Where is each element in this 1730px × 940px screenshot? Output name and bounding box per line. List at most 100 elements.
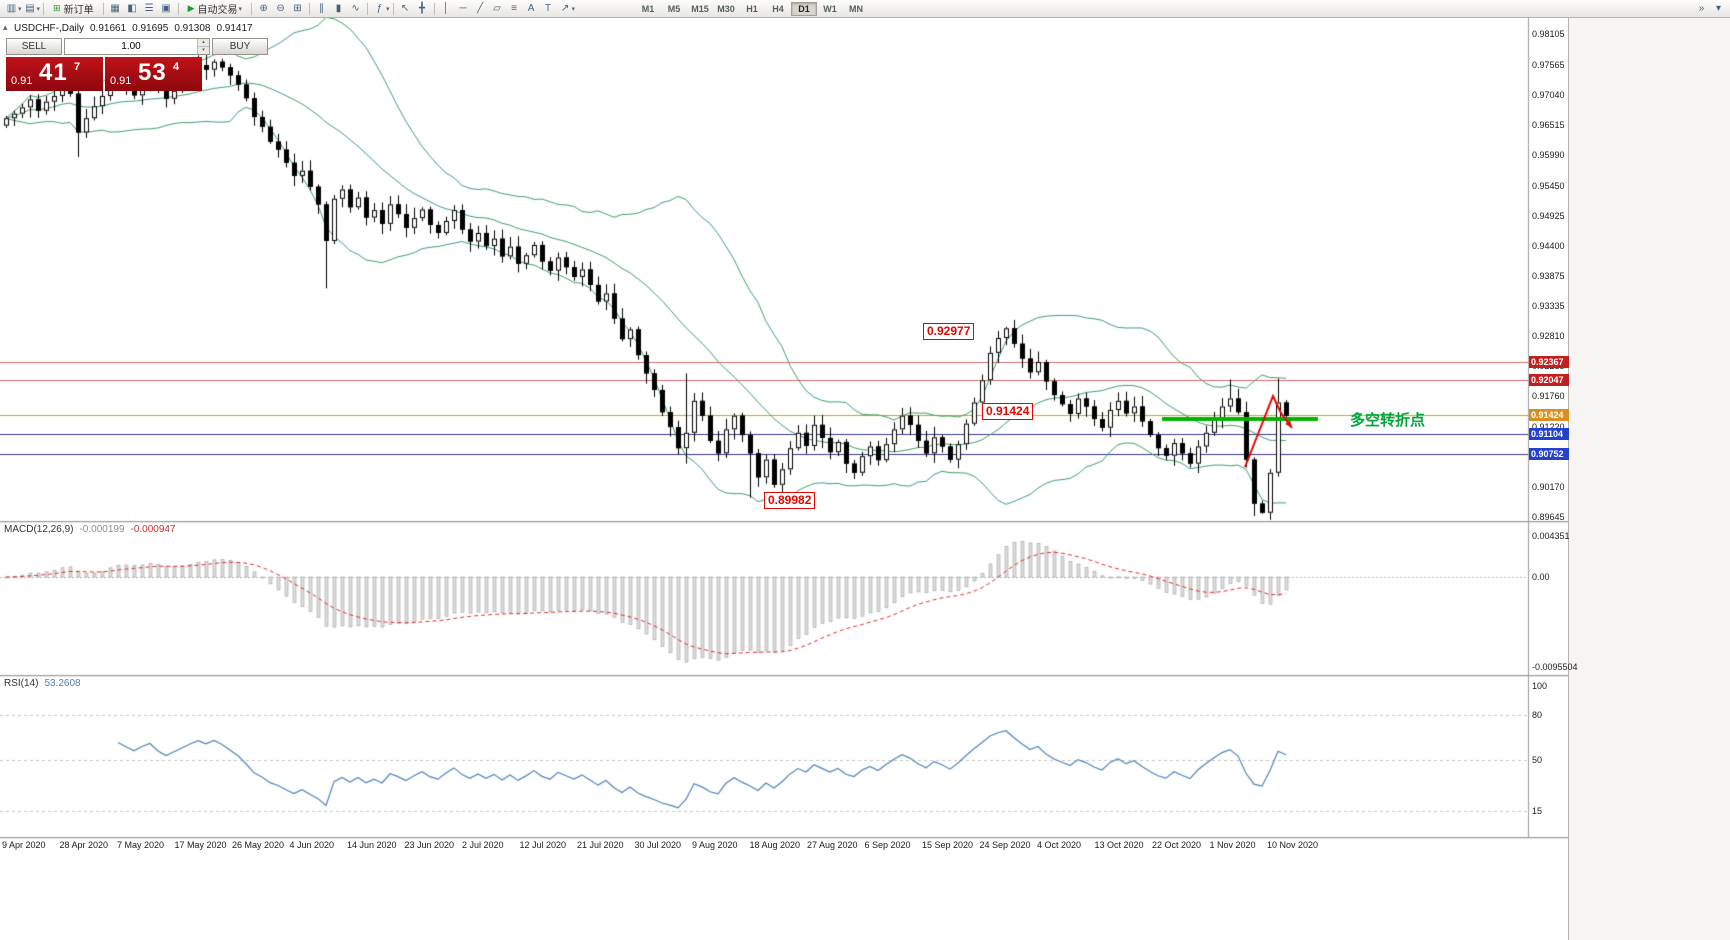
- timeframe-w1[interactable]: W1: [823, 3, 837, 14]
- indicators-icon[interactable]: ƒ: [376, 3, 383, 14]
- price-chart-canvas[interactable]: [0, 18, 1568, 852]
- sell-price-tile[interactable]: 0.91 41 7: [6, 57, 103, 91]
- timeframe-h1[interactable]: H1: [746, 3, 758, 14]
- price-tick: 0.97565: [1532, 60, 1565, 70]
- new-chart-caret-icon[interactable]: ▾: [18, 5, 22, 13]
- arrows-icon[interactable]: ↗: [560, 3, 570, 14]
- date-label: 12 Jul 2020: [519, 840, 567, 850]
- macd-main-value: -0.000199: [79, 524, 125, 535]
- macd-axis-label: -0.0095504: [1532, 662, 1578, 672]
- volume-input[interactable]: [65, 39, 197, 54]
- horizontal-line-icon[interactable]: ─: [459, 3, 467, 14]
- date-label: 15 Sep 2020: [922, 840, 974, 850]
- cursor-icon[interactable]: ↖: [400, 3, 410, 14]
- label-icon[interactable]: T: [544, 3, 552, 14]
- rsi-axis-label: 15: [1532, 806, 1543, 816]
- volume-up-icon[interactable]: ▴: [198, 39, 209, 46]
- terminal-icon[interactable]: ▣: [161, 3, 171, 14]
- arrows-caret-icon[interactable]: ▾: [571, 5, 576, 13]
- data-window-icon[interactable]: ◧: [127, 3, 137, 14]
- date-label: 30 Jul 2020: [634, 840, 682, 850]
- line-chart-icon[interactable]: ∿: [351, 3, 360, 14]
- price-level-tag: 0.91104: [1529, 428, 1569, 440]
- vertical-line-icon[interactable]: │: [442, 3, 450, 14]
- toolbar: ▥ ▾ ▤ ▾ ⊞ 新订单 ▦ ◧ ☰ ▣ ▶ 自动交易 ▾ ⊕ ⊖ ⊞ ∥ ▮ ∿ ƒ ▾ ↖ ╋ │ ─ ╱ ▱ ≡ A T ↗ ▾ M1 M…: [0, 0, 1730, 18]
- toolbar-separator: [251, 2, 253, 15]
- date-label: 27 Aug 2020: [807, 840, 858, 850]
- zoom-out-icon[interactable]: ⊖: [276, 3, 285, 14]
- volume-down-icon[interactable]: ▾: [198, 46, 209, 54]
- rsi-axis-label: 50: [1532, 755, 1543, 765]
- date-label: 6 Sep 2020: [864, 840, 911, 850]
- date-label: 2 Jul 2020: [462, 840, 504, 850]
- price-annotation-peak[interactable]: 0.92977: [923, 323, 975, 340]
- date-label: 14 Jun 2020: [347, 840, 397, 850]
- macd-pane-label: MACD(12,26,9) -0.000199 -0.000947: [4, 524, 176, 535]
- sell-price-pips: 41: [39, 59, 68, 86]
- date-label: 24 Sep 2020: [979, 840, 1031, 850]
- toolbar-more-icon[interactable]: ▾: [1715, 3, 1722, 14]
- chart-symbol-period: USDCHF-,Daily: [14, 23, 84, 34]
- date-label: 21 Jul 2020: [577, 840, 624, 850]
- sell-price-base: 0.91: [11, 75, 33, 87]
- price-annotation-level[interactable]: 0.91424: [982, 403, 1034, 420]
- new-chart-icon[interactable]: ▥: [6, 3, 17, 14]
- price-level-tag: 0.92367: [1529, 356, 1569, 368]
- equidistant-channel-icon[interactable]: ▱: [493, 3, 501, 14]
- price-level-tag: 0.92047: [1529, 374, 1569, 386]
- sell-price-point: 7: [74, 61, 81, 73]
- date-label: 10 Nov 2020: [1267, 840, 1319, 850]
- timeframe-d1[interactable]: D1: [791, 1, 818, 16]
- autotrading-button-label: 自动交易: [197, 5, 238, 16]
- bar-chart-icon[interactable]: ∥: [319, 3, 325, 14]
- date-label: 13 Oct 2020: [1094, 840, 1144, 850]
- timeframe-m1[interactable]: M1: [641, 3, 655, 14]
- date-label: 23 Jun 2020: [404, 840, 455, 850]
- date-label: 28 Apr 2020: [59, 840, 109, 850]
- buy-price-tile[interactable]: 0.91 53 4: [105, 57, 202, 91]
- toolbar-customize-icon[interactable]: »: [1698, 3, 1705, 14]
- price-level-tag: 0.90752: [1529, 448, 1569, 460]
- timeframe-mn[interactable]: MN: [849, 3, 864, 14]
- price-level-tag: 0.91424: [1529, 409, 1569, 421]
- new-order-button-label: 新订单: [63, 5, 94, 16]
- toolbar-separator: [433, 2, 435, 15]
- text-icon[interactable]: A: [527, 3, 535, 14]
- navigator-icon[interactable]: ☰: [144, 3, 154, 14]
- pivot-note-text[interactable]: 多空转折点: [1350, 412, 1426, 429]
- zoom-in-icon[interactable]: ⊕: [259, 3, 268, 14]
- price-tick: 0.95990: [1532, 150, 1565, 160]
- ohlc-open: 0.91661: [90, 23, 127, 34]
- autotrading-button-caret-icon[interactable]: ▾: [238, 5, 243, 13]
- profiles-caret-icon[interactable]: ▾: [36, 5, 41, 13]
- price-tick: 0.91220: [1532, 422, 1565, 432]
- price-tick: 0.97040: [1532, 90, 1565, 100]
- market-watch-icon[interactable]: ▦: [110, 3, 120, 14]
- autotrading-icon: ▶: [187, 3, 195, 13]
- trendline-icon[interactable]: ╱: [477, 3, 484, 14]
- timeframe-h4[interactable]: H4: [772, 3, 784, 14]
- date-label: 4 Jun 2020: [289, 840, 335, 850]
- price-tick: 0.90170: [1532, 482, 1565, 492]
- buy-price-base: 0.91: [110, 75, 132, 87]
- date-label: 9 Apr 2020: [2, 840, 46, 850]
- toolbar-separator: [177, 2, 179, 15]
- buy-price-pips: 53: [138, 59, 167, 86]
- tile-windows-icon[interactable]: ⊞: [293, 3, 302, 14]
- candlestick-chart-icon[interactable]: ▮: [335, 3, 342, 14]
- price-annotation-low[interactable]: 0.89982: [764, 492, 816, 509]
- autotrading-button[interactable]: ▶ 自动交易 ▾: [182, 0, 248, 17]
- new-order-button[interactable]: ⊞ 新订单: [47, 0, 100, 17]
- buy-button[interactable]: BUY: [212, 38, 268, 55]
- timeframe-m15[interactable]: M15: [691, 3, 709, 14]
- indicators-caret-icon[interactable]: ▾: [386, 5, 390, 13]
- timeframe-m30[interactable]: M30: [717, 3, 735, 14]
- crosshair-icon[interactable]: ╋: [419, 3, 426, 14]
- one-click-collapse-icon[interactable]: ▴: [3, 22, 8, 32]
- sell-button[interactable]: SELL: [6, 38, 62, 55]
- toolbar-separator: [102, 2, 104, 15]
- timeframe-m5[interactable]: M5: [667, 3, 681, 14]
- profiles-icon[interactable]: ▤: [25, 3, 35, 14]
- rsi-value: 53.2608: [44, 678, 81, 689]
- fibonacci-icon[interactable]: ≡: [511, 3, 517, 14]
